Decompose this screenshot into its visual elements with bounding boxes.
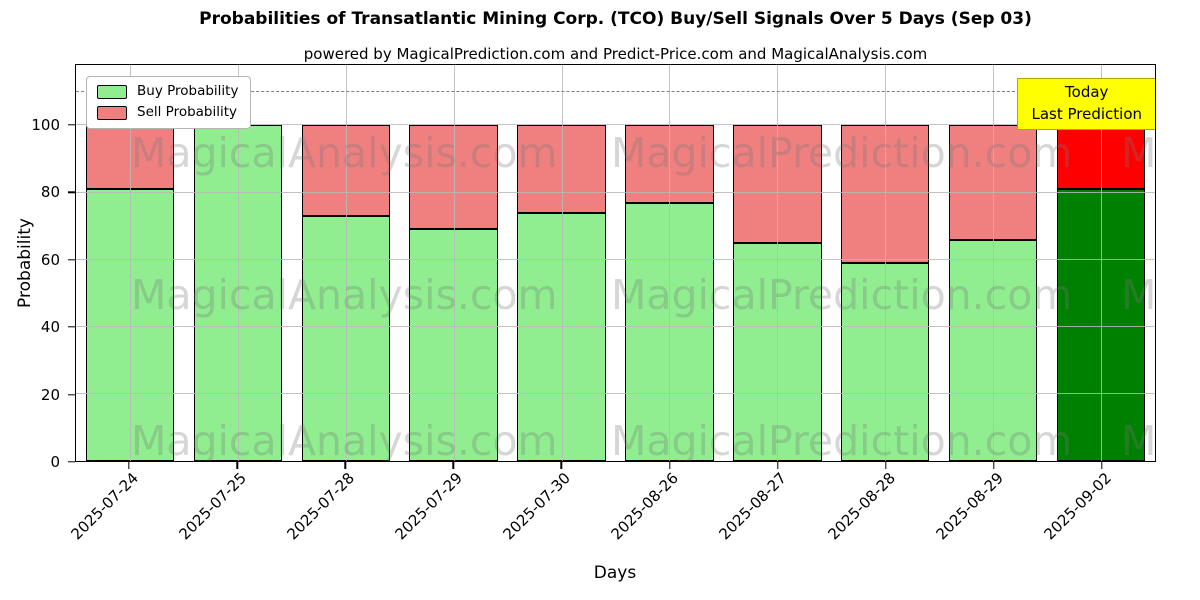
y-tick-label: 60 xyxy=(40,250,60,269)
y-tick-mark xyxy=(68,124,75,126)
buy-swatch xyxy=(97,85,127,99)
x-tick-mark xyxy=(452,462,455,469)
sell-segment xyxy=(1056,125,1146,190)
bar-group xyxy=(508,65,616,461)
y-tick-mark xyxy=(68,191,75,193)
buy-segment xyxy=(193,125,283,461)
legend-item-buy: Buy Probability xyxy=(97,85,238,99)
x-tick-label-text: 2025-08-27 xyxy=(715,469,791,544)
x-tick-mark xyxy=(128,462,130,469)
today-annotation: Today Last Prediction xyxy=(1017,78,1155,130)
sell-segment xyxy=(733,125,822,243)
buy-segment xyxy=(948,239,1038,461)
y-tick-mark xyxy=(68,326,75,328)
buy-segment xyxy=(517,212,606,461)
x-tick-mark xyxy=(885,462,887,469)
buy-segment xyxy=(733,242,822,461)
bar-group xyxy=(939,65,1047,461)
sell-segment xyxy=(301,125,390,217)
buy-segment xyxy=(85,189,175,461)
buy-segment xyxy=(1056,189,1146,461)
sell-segment xyxy=(841,125,930,263)
buy-segment xyxy=(301,216,390,461)
buy-segment xyxy=(409,229,498,461)
chart-subtitle: powered by MagicalPrediction.com and Pre… xyxy=(303,45,928,63)
legend: Buy Probability Sell Probability xyxy=(86,76,252,129)
y-tick-label: 20 xyxy=(40,385,60,404)
plot-area: MagicalAnalysis.com MagicalPrediction.com… xyxy=(75,64,1156,462)
bar-group xyxy=(400,65,508,461)
x-tick-mark xyxy=(344,462,346,469)
y-tick-label: 100 xyxy=(31,115,60,134)
y-tick-mark xyxy=(68,258,75,261)
legend-label-buy: Buy Probability xyxy=(137,83,239,100)
x-tick-labels: 2025-07-24 2025-07-25 2025-07-28 2025-07-29… xyxy=(67,469,1156,559)
sell-segment xyxy=(625,125,714,203)
x-tick-label-text: 2025-08-28 xyxy=(824,469,899,544)
y-tick-labels: 0 20 40 60 80 100 xyxy=(0,64,68,471)
sell-segment xyxy=(948,125,1038,240)
buy-segment xyxy=(625,202,714,461)
x-tick-mark xyxy=(993,462,995,469)
y-tick-mark xyxy=(68,393,75,396)
bar-group xyxy=(831,65,939,461)
x-tick-mark xyxy=(668,462,671,469)
chart-title: Probabilities of Transatlantic Mining Co… xyxy=(199,9,1032,29)
legend-label-sell: Sell Probability xyxy=(137,104,238,121)
y-tick-label: 80 xyxy=(40,183,60,202)
bar-group xyxy=(616,65,724,461)
bar-group xyxy=(184,65,292,461)
x-tick-label-text: 2025-08-26 xyxy=(607,469,683,544)
x-tick-label-text: 2025-07-25 xyxy=(175,469,250,544)
x-tick-label-text: 2025-07-24 xyxy=(67,469,142,544)
x-tick-label-text: 2025-08-29 xyxy=(932,469,1007,544)
x-tick-label-text: 2025-07-28 xyxy=(283,469,358,544)
x-tick-mark xyxy=(236,462,238,469)
bar-group xyxy=(292,65,400,461)
y-tick-label: 0 xyxy=(50,453,60,471)
bar-group xyxy=(723,65,831,461)
sell-segment xyxy=(85,125,175,190)
x-tick-mark xyxy=(776,462,779,469)
threshold-dashed-line xyxy=(76,90,1155,92)
y-tick-label: 40 xyxy=(40,318,60,337)
today-annotation-line2: Last Prediction xyxy=(1031,104,1142,123)
legend-item-sell: Sell Probability xyxy=(97,106,238,120)
x-tick-mark xyxy=(1101,462,1103,469)
x-tick-label-text: 2025-07-29 xyxy=(391,469,467,544)
x-tick-label-text: 2025-07-30 xyxy=(499,469,575,544)
sell-segment xyxy=(409,125,498,230)
x-axis-label: Days xyxy=(593,563,637,583)
buy-segment xyxy=(841,263,930,461)
y-tick-mark xyxy=(68,461,75,463)
bar-group xyxy=(1047,65,1155,461)
sell-segment xyxy=(517,125,606,213)
x-tick-mark xyxy=(560,462,563,469)
sell-swatch xyxy=(97,106,127,120)
today-annotation-line1: Today xyxy=(1065,83,1109,101)
x-tick-label-text: 2025-09-02 xyxy=(1040,469,1115,544)
